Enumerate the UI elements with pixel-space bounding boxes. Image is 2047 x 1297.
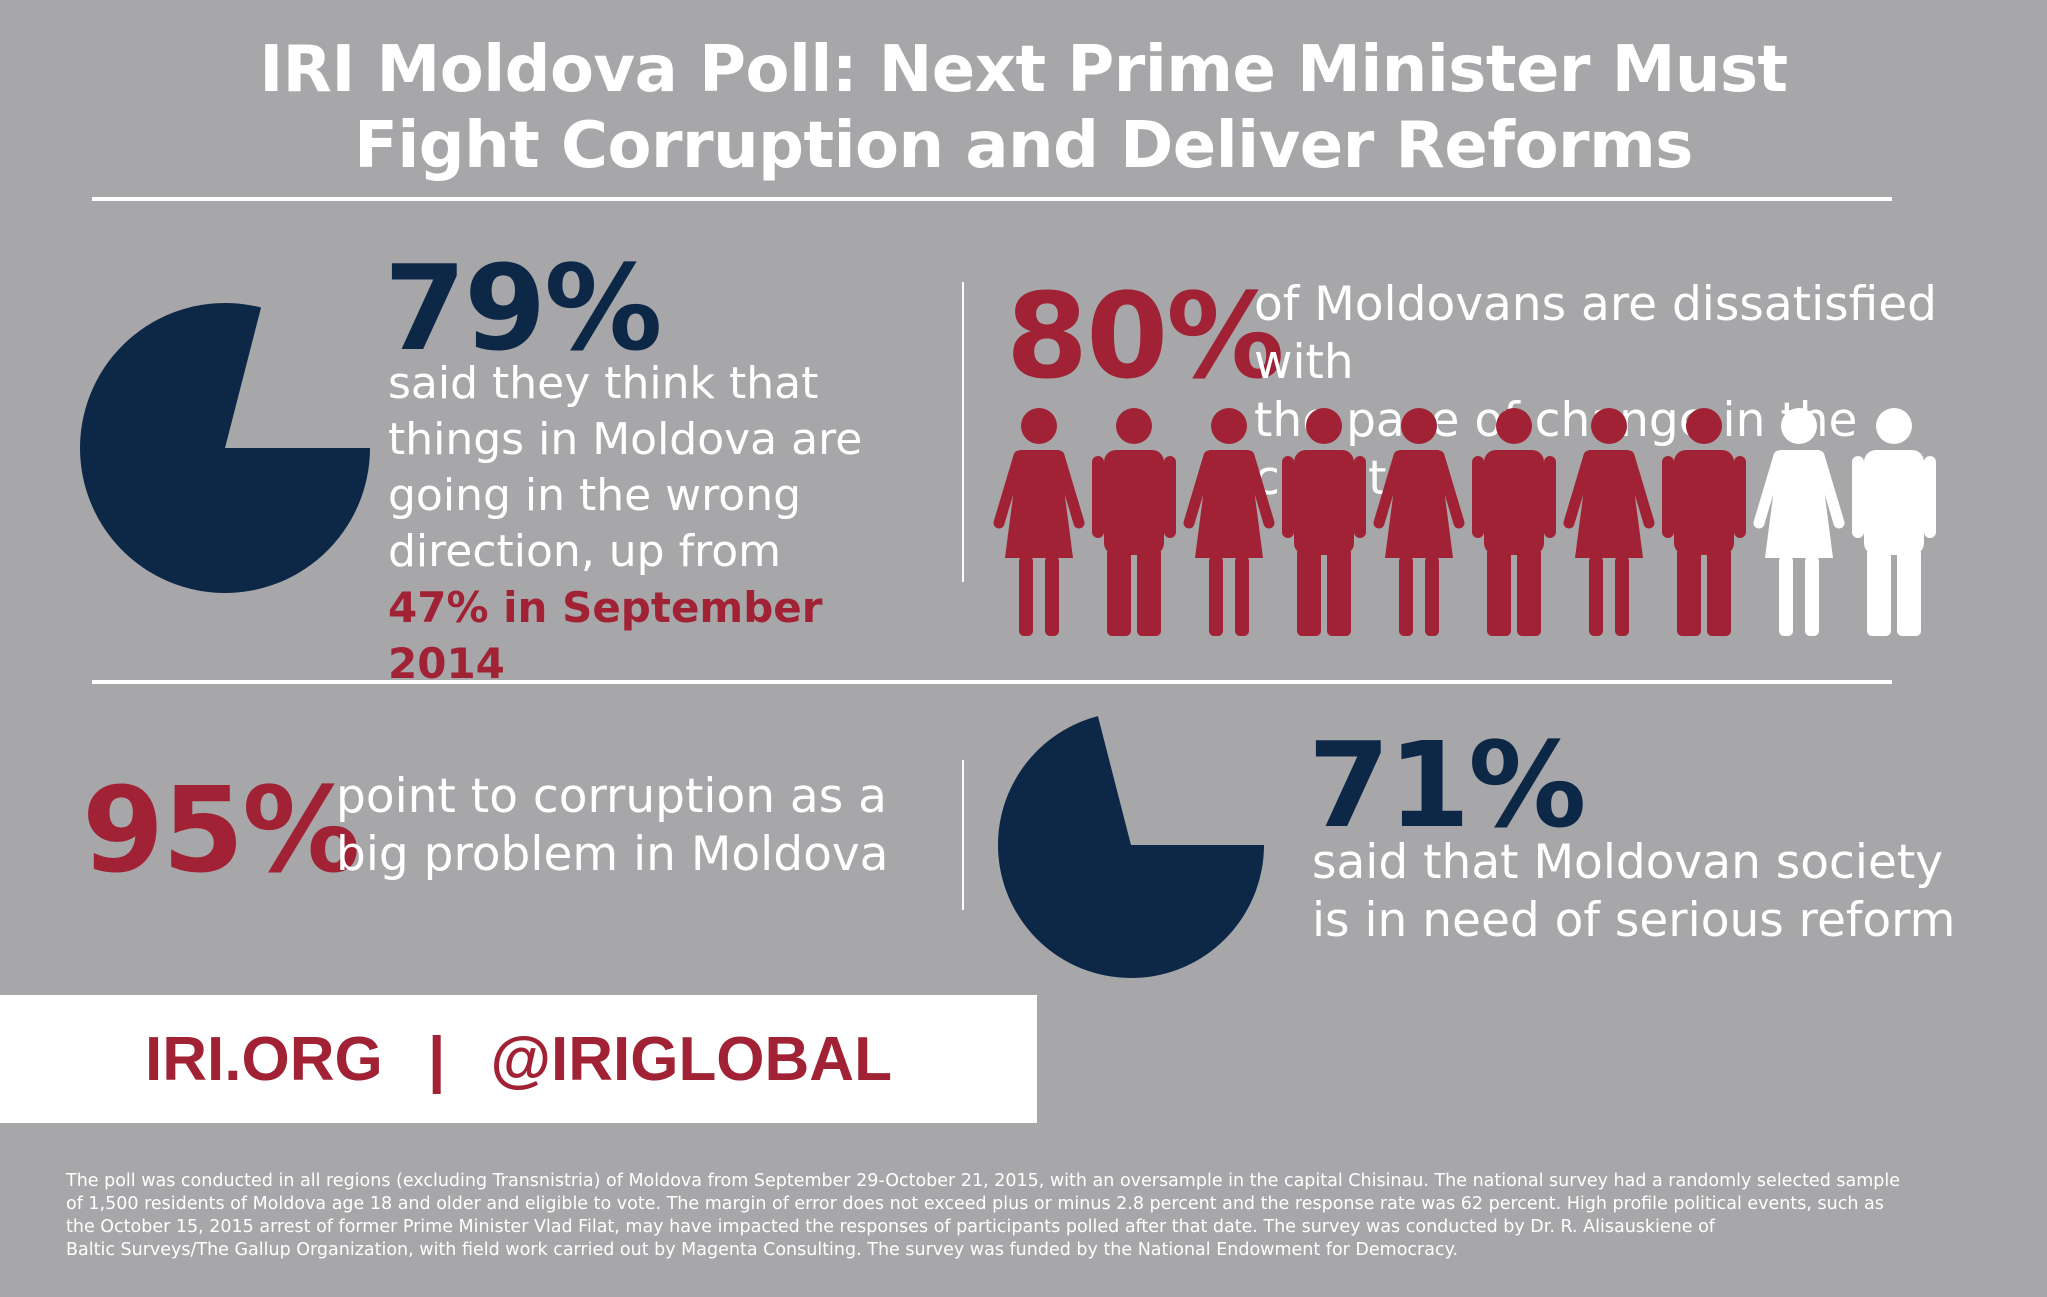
person-highlighted-female-icon — [993, 408, 1085, 636]
methodology-line-2: of 1,500 residents of Moldova age 18 and… — [66, 1194, 1884, 1214]
person-highlighted-female-icon — [1183, 408, 1275, 636]
top-divider — [92, 197, 1892, 201]
stat-79-line-2: things in Moldova are — [388, 414, 863, 465]
stat-79-value: 79% — [384, 239, 662, 377]
pie-chart-71 — [998, 716, 1264, 978]
stat-80-line-1: of Moldovans are dissatisfied with — [1254, 277, 1937, 390]
footer-links: IRI.ORG | @IRIGLOBAL — [0, 1020, 1037, 1100]
people-pictogram — [993, 408, 1936, 636]
person-highlighted-male-icon — [1092, 408, 1176, 636]
methodology-note: The poll was conducted in all regions (e… — [66, 1170, 1986, 1262]
person-highlighted-male-icon — [1472, 408, 1556, 636]
title-line-2: Fight Corruption and Deliver Reforms — [354, 109, 1693, 183]
page-title: IRI Moldova Poll: Next Prime Minister Mu… — [0, 32, 2047, 184]
stat-95-value: 95% — [82, 761, 360, 899]
lower-vertical-divider — [962, 760, 964, 910]
stat-71-line-2: is in need of serious reform — [1312, 893, 1956, 948]
pie-slice-79 — [80, 303, 370, 593]
stat-79-text: said they think that things in Moldova a… — [388, 356, 948, 692]
stat-95-line-1: point to corruption as a — [336, 769, 887, 824]
stat-95-text: point to corruption as a big problem in … — [336, 768, 936, 884]
person-highlighted-male-icon — [1282, 408, 1366, 636]
middle-divider — [92, 680, 1892, 684]
stat-79-emphasis: 47% in September 2014 — [388, 583, 823, 688]
stat-79-line-1: said they think that — [388, 358, 819, 409]
person-plain-male-icon — [1852, 408, 1936, 636]
stat-79-line-4: direction, up from — [388, 526, 781, 577]
methodology-line-1: The poll was conducted in all regions (e… — [66, 1171, 1900, 1191]
person-plain-female-icon — [1753, 408, 1845, 636]
methodology-line-3: the October 15, 2015 arrest of former Pr… — [66, 1217, 1715, 1237]
stat-71-text: said that Moldovan society is in need of… — [1312, 834, 2032, 950]
pie-slice-71 — [998, 716, 1264, 978]
site-link[interactable]: IRI.ORG — [145, 1025, 383, 1094]
stat-95-line-2: big problem in Moldova — [336, 827, 889, 882]
title-line-1: IRI Moldova Poll: Next Prime Minister Mu… — [259, 33, 1788, 107]
person-highlighted-female-icon — [1373, 408, 1465, 636]
footer-banner — [0, 995, 1037, 1123]
methodology-line-4: Baltic Surveys/The Gallup Organization, … — [66, 1240, 1459, 1260]
stat-79-line-3: going in the wrong — [388, 470, 802, 521]
stat-71-line-1: said that Moldovan society — [1312, 835, 1944, 890]
stat-80-value: 80% — [1006, 267, 1284, 405]
upper-vertical-divider — [962, 282, 964, 582]
social-handle[interactable]: @IRIGLOBAL — [490, 1025, 892, 1094]
pie-chart-79 — [80, 303, 370, 593]
footer-separator: | — [427, 1025, 446, 1094]
stat-71-value: 71% — [1308, 716, 1586, 854]
person-highlighted-female-icon — [1563, 408, 1655, 636]
person-highlighted-male-icon — [1662, 408, 1746, 636]
